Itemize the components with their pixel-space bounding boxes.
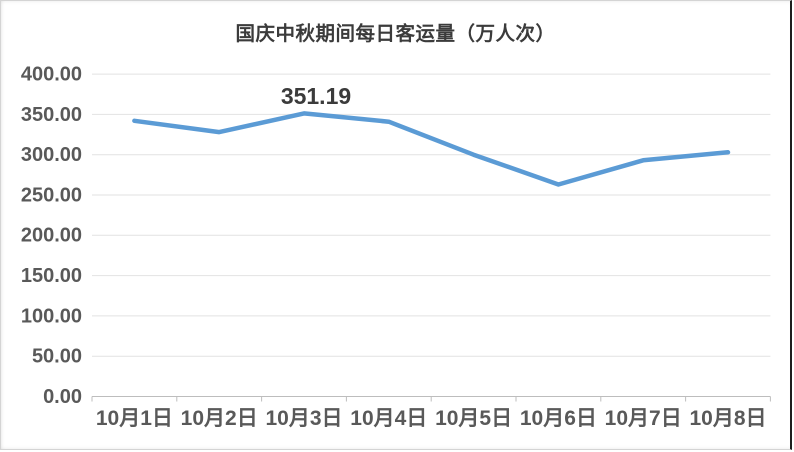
svg-text:200.00: 200.00 (21, 225, 82, 247)
svg-text:10月3日: 10月3日 (265, 407, 342, 430)
svg-text:10月5日: 10月5日 (435, 407, 512, 430)
svg-text:150.00: 150.00 (21, 265, 82, 287)
svg-text:50.00: 50.00 (32, 346, 82, 368)
svg-text:10月6日: 10月6日 (520, 407, 597, 430)
svg-text:0.00: 0.00 (43, 386, 82, 408)
svg-text:250.00: 250.00 (21, 184, 82, 206)
svg-text:10月1日: 10月1日 (96, 407, 173, 430)
svg-text:10月4日: 10月4日 (350, 407, 427, 430)
svg-text:10月8日: 10月8日 (689, 407, 766, 430)
svg-text:400.00: 400.00 (21, 64, 82, 86)
svg-text:351.19: 351.19 (281, 83, 351, 109)
svg-text:300.00: 300.00 (21, 144, 82, 166)
svg-text:350.00: 350.00 (21, 104, 82, 126)
svg-text:10月7日: 10月7日 (605, 407, 682, 430)
svg-text:10月2日: 10月2日 (181, 407, 258, 430)
svg-text:100.00: 100.00 (21, 305, 82, 327)
